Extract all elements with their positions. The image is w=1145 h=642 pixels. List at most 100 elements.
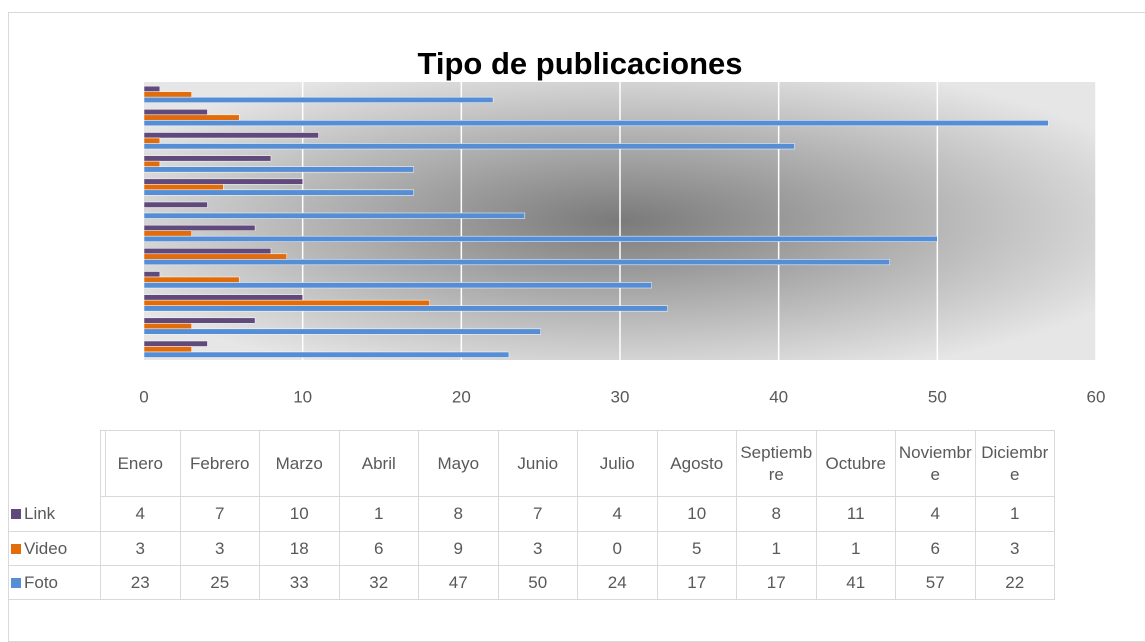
table-cell: 4 <box>578 497 658 532</box>
cell-text: Enero <box>117 453 163 473</box>
cell-text: 47 <box>448 572 468 592</box>
bar <box>143 323 192 330</box>
cell-text: 33 <box>289 572 309 592</box>
column-header: Abril <box>339 430 419 497</box>
cell-text: 1 <box>851 538 861 558</box>
bar <box>143 299 430 306</box>
legend-label: Video <box>24 538 68 558</box>
cell-text: Agosto <box>670 453 724 473</box>
cell-text: Noviembre <box>898 442 972 484</box>
cell-text: 9 <box>453 538 463 558</box>
bar <box>143 282 652 289</box>
bar <box>143 271 161 278</box>
table-cell: 9 <box>419 532 499 566</box>
bar <box>143 109 208 116</box>
table-cell: 6 <box>339 532 419 566</box>
table-cell: 17 <box>657 566 737 600</box>
column-header: Febrero <box>180 430 260 497</box>
column-header: Agosto <box>657 430 737 497</box>
bar <box>143 184 224 191</box>
legend-key <box>11 577 21 588</box>
cell-text: 1 <box>374 504 384 523</box>
table-cell: 10 <box>260 497 340 532</box>
bar <box>143 114 240 121</box>
cell-text: 3 <box>135 538 145 558</box>
bar <box>143 351 510 358</box>
cell-text: Junio <box>517 453 559 473</box>
bar <box>143 132 319 139</box>
x-tick-label: 20 <box>452 387 471 406</box>
legend-key <box>11 509 21 519</box>
cell-text: 17 <box>766 572 786 592</box>
cell-text: 6 <box>374 538 384 558</box>
table-cell: 24 <box>578 566 658 600</box>
bar <box>143 224 256 231</box>
table-cell: 3 <box>101 532 181 566</box>
bar <box>143 294 303 301</box>
cell-text: Septiembre <box>740 442 813 484</box>
bar <box>143 178 303 185</box>
cell-text: 41 <box>846 572 866 592</box>
table-cell: 7 <box>498 497 578 532</box>
cell-text: 18 <box>289 538 309 558</box>
x-tick-label: 40 <box>769 387 788 406</box>
bar <box>143 85 161 92</box>
column-header: Mayo <box>419 430 499 497</box>
table-cell: 23 <box>101 566 181 600</box>
bar <box>143 96 494 103</box>
table-cell: 1 <box>339 497 419 532</box>
table-cell: 25 <box>180 566 260 600</box>
column-header: Julio <box>578 430 658 497</box>
bar <box>143 155 272 162</box>
row-header: Link <box>8 497 101 532</box>
table-cell: 50 <box>498 566 578 600</box>
cell-text: 8 <box>771 504 781 523</box>
table-cell: 22 <box>975 566 1055 600</box>
column-header: Octubre <box>816 430 896 497</box>
row-header: Foto <box>8 566 101 600</box>
table-cell: 1 <box>816 532 896 566</box>
legend-label: Foto <box>24 572 59 592</box>
cell-text: 0 <box>612 538 622 558</box>
cell-text: 8 <box>453 504 463 523</box>
bar <box>143 305 668 312</box>
legend-key <box>11 543 21 554</box>
table-cell: 41 <box>816 566 896 600</box>
cell-text: Marzo <box>275 453 323 473</box>
cell-text: Abril <box>361 453 396 473</box>
cell-text: 3 <box>533 538 543 558</box>
bar <box>143 212 526 219</box>
cell-text: 32 <box>369 572 389 592</box>
bar <box>143 248 272 255</box>
table-cell: 3 <box>180 532 260 566</box>
cell-text: 24 <box>607 572 627 592</box>
chart-title: Tipo de publicaciones <box>418 46 743 81</box>
cell-text: Julio <box>599 453 635 473</box>
x-tick-label: 60 <box>1087 387 1106 406</box>
cell-text: 3 <box>1010 538 1020 558</box>
cell-text: 10 <box>289 504 309 523</box>
bar <box>143 346 192 353</box>
table-cell: 32 <box>339 566 419 600</box>
x-tick-label: 30 <box>611 387 630 406</box>
table-cell: 1 <box>975 497 1055 532</box>
table-cell: 47 <box>419 566 499 600</box>
bar <box>143 230 192 237</box>
x-tick-label: 50 <box>928 387 947 406</box>
table-cell: 10 <box>657 497 737 532</box>
column-header: Septiembre <box>737 430 817 497</box>
table-cell: 18 <box>260 532 340 566</box>
column-header: Diciembre <box>975 430 1055 497</box>
bar <box>143 340 208 347</box>
table-cell: 17 <box>737 566 817 600</box>
table-cell: 7 <box>180 497 260 532</box>
table-cell: 5 <box>657 532 737 566</box>
column-header: Marzo <box>260 430 340 497</box>
bar <box>143 253 288 260</box>
table-cell: 3 <box>498 532 578 566</box>
table-cell: 0 <box>578 532 658 566</box>
cell-text: 4 <box>135 504 145 523</box>
cell-text: 5 <box>692 538 702 558</box>
x-tick-label: 10 <box>293 387 312 406</box>
